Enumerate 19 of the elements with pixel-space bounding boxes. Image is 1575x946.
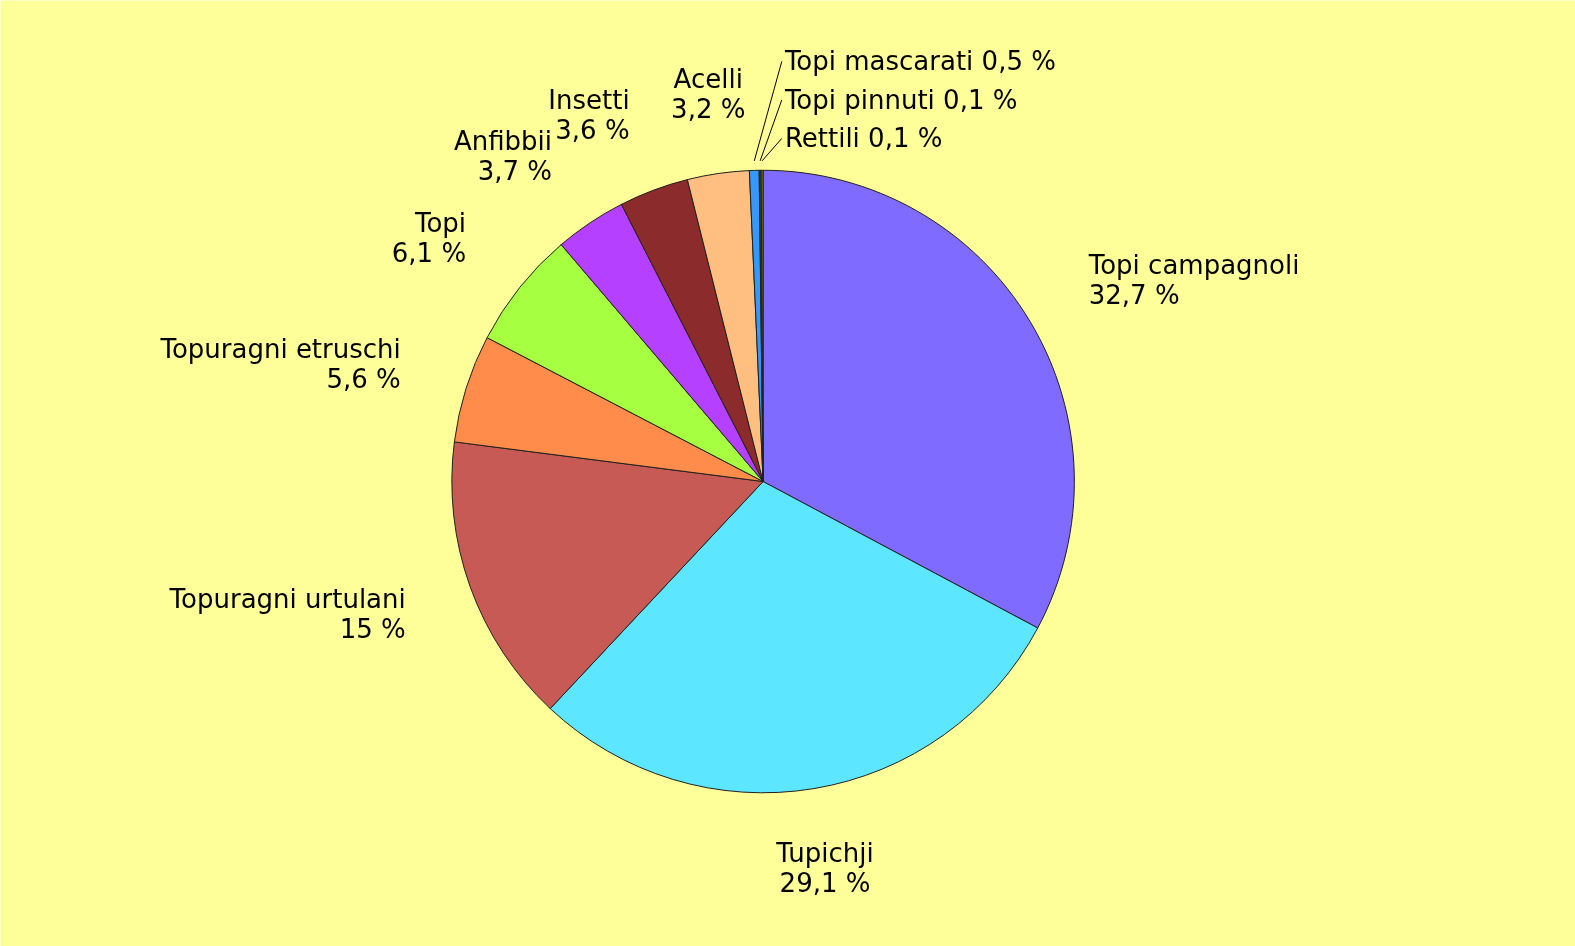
slice-label: Tupichji (775, 837, 874, 868)
slice-label: Rettili 0,1 % (784, 123, 943, 154)
data-label: 15 % (339, 613, 406, 644)
data-label: 29,1 % (779, 867, 871, 898)
slice-label: Topuragni urtulani (168, 583, 406, 614)
data-label: 6,1 % (391, 237, 467, 268)
data-label: 3,6 % (555, 115, 630, 146)
slice-label: Topi mascarati 0,5 % (783, 46, 1056, 77)
slice-label: Anfibbii (453, 126, 553, 157)
data-label: 3,7 % (477, 156, 553, 187)
slice-label: Topuragni etruschi (159, 334, 401, 365)
data-label: 32,7 % (1088, 280, 1180, 311)
slice-label: Topi pinnuti 0,1 % (783, 84, 1018, 115)
slice-label: Topi campagnoli (1087, 250, 1300, 281)
slice-label: Insetti (548, 85, 630, 116)
data-label: 3,2 % (671, 94, 746, 125)
slice-label: Acelli (673, 64, 743, 95)
slice-label: Topi (414, 207, 467, 238)
data-label: 5,6 % (326, 364, 401, 395)
